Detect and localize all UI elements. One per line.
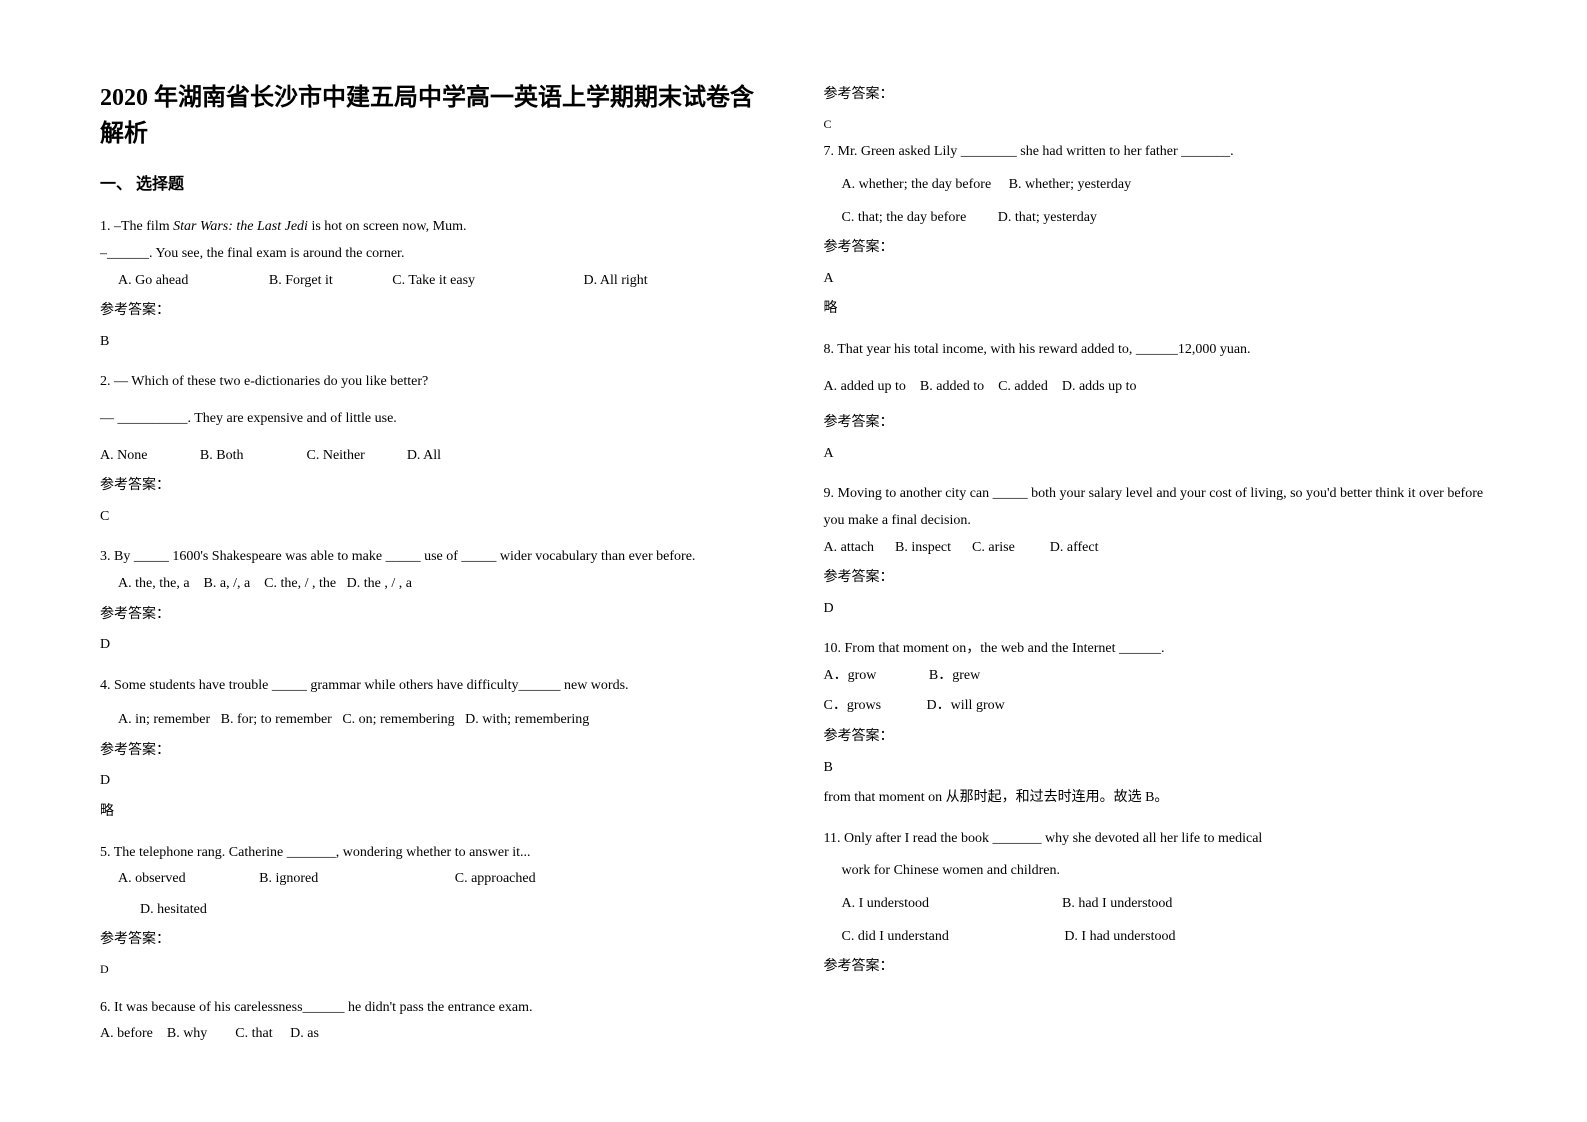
doc-title: 2020 年湖南省长沙市中建五局中学高一英语上学期期末试卷含解析 <box>100 80 764 152</box>
q2-answer: C <box>100 504 764 531</box>
q7-note: 略 <box>824 296 1488 323</box>
q7-answer: A <box>824 266 1488 293</box>
q1-stem-em: Star Wars: the Last Jedi <box>173 219 308 234</box>
question-11: 11. Only after I read the book _______ w… <box>824 826 1488 981</box>
left-column: 2020 年湖南省长沙市中建五局中学高一英语上学期期末试卷含解析 一、 选择题 … <box>100 80 764 1082</box>
q4-note: 略 <box>100 799 764 826</box>
q11-opts1: A. I understood B. had I understood <box>824 891 1488 918</box>
q5-opts: A. observed B. ignored C. approached <box>100 866 764 893</box>
q3-opts: A. the, the, a B. a, /, a C. the, / , th… <box>100 571 764 598</box>
q10-expl: from that moment on 从那时起，和过去时连用。故选 B。 <box>824 785 1488 812</box>
q7-opts2: C. that; the day before D. that; yesterd… <box>824 205 1488 232</box>
answer-label: 参考答案： <box>100 738 764 765</box>
q4-stem: 4. Some students have trouble _____ gram… <box>100 673 764 700</box>
q4-opts: A. in; remember B. for; to remember C. o… <box>100 707 764 734</box>
q8-answer: A <box>824 441 1488 468</box>
question-2: 2. — Which of these two e-dictionaries d… <box>100 369 764 530</box>
answer-label: 参考答案： <box>100 473 764 500</box>
q11-stem: 11. Only after I read the book _______ w… <box>824 826 1488 853</box>
q11-opts2: C. did I understand D. I had understood <box>824 924 1488 951</box>
q5-opts2: D. hesitated <box>100 897 764 924</box>
q9-opts: A. attach B. inspect C. arise D. affect <box>824 535 1488 562</box>
answer-label: 参考答案： <box>824 410 1488 437</box>
q10-opts2: C．grows D．will grow <box>824 693 1488 720</box>
question-4: 4. Some students have trouble _____ gram… <box>100 673 764 826</box>
answer-label: 参考答案： <box>100 298 764 325</box>
q7-stem: 7. Mr. Green asked Lily ________ she had… <box>824 139 1488 166</box>
q3-answer: D <box>100 632 764 659</box>
q2-stem: 2. — Which of these two e-dictionaries d… <box>100 369 764 396</box>
answer-label: 参考答案： <box>824 724 1488 751</box>
answer-label: 参考答案： <box>824 235 1488 262</box>
question-7: 7. Mr. Green asked Lily ________ she had… <box>824 139 1488 323</box>
q5-answer: D <box>100 958 764 981</box>
q5-stem: 5. The telephone rang. Catherine _______… <box>100 840 764 867</box>
answer-label: 参考答案： <box>824 565 1488 592</box>
q4-answer: D <box>100 768 764 795</box>
right-column: 参考答案： C 7. Mr. Green asked Lily ________… <box>824 80 1488 1082</box>
q10-answer: B <box>824 755 1488 782</box>
q1-opts: A. Go ahead B. Forget it C. Take it easy… <box>100 268 764 295</box>
q8-opts: A. added up to B. added to C. added D. a… <box>824 374 1488 401</box>
answer-label: 参考答案： <box>100 927 764 954</box>
q1-stem-a: 1. –The film <box>100 219 173 234</box>
q3-stem: 3. By _____ 1600's Shakespeare was able … <box>100 544 764 571</box>
question-9: 9. Moving to another city can _____ both… <box>824 481 1488 622</box>
q6-answer: C <box>824 113 1488 136</box>
q8-stem: 8. That year his total income, with his … <box>824 337 1488 364</box>
question-1: 1. –The film Star Wars: the Last Jedi is… <box>100 214 764 355</box>
question-8: 8. That year his total income, with his … <box>824 337 1488 467</box>
answer-label: 参考答案： <box>824 954 1488 981</box>
q7-opts1: A. whether; the day before B. whether; y… <box>824 172 1488 199</box>
q6-opts: A. before B. why C. that D. as <box>100 1021 764 1048</box>
question-10: 10. From that moment on，the web and the … <box>824 636 1488 812</box>
q10-opts1: A．grow B．grew <box>824 663 1488 690</box>
q1-answer: B <box>100 329 764 356</box>
answer-label: 参考答案： <box>824 82 1488 109</box>
q9-stem: 9. Moving to another city can _____ both… <box>824 481 1488 534</box>
question-3: 3. By _____ 1600's Shakespeare was able … <box>100 544 764 658</box>
q10-stem: 10. From that moment on，the web and the … <box>824 636 1488 663</box>
q1-line2: –______. You see, the final exam is arou… <box>100 241 764 268</box>
q11-stem2: work for Chinese women and children. <box>824 858 1488 885</box>
question-6: 6. It was because of his carelessness___… <box>100 995 764 1048</box>
q2-opts: A. None B. Both C. Neither D. All <box>100 443 764 470</box>
q1-stem-b: is hot on screen now, Mum. <box>308 219 467 234</box>
answer-label: 参考答案： <box>100 602 764 629</box>
q2-line2: — __________. They are expensive and of … <box>100 406 764 433</box>
section-heading: 一、 选择题 <box>100 170 764 200</box>
q6-stem: 6. It was because of his carelessness___… <box>100 995 764 1022</box>
q9-answer: D <box>824 596 1488 623</box>
q1-stem: 1. –The film Star Wars: the Last Jedi is… <box>100 214 764 241</box>
question-5: 5. The telephone rang. Catherine _______… <box>100 840 764 981</box>
